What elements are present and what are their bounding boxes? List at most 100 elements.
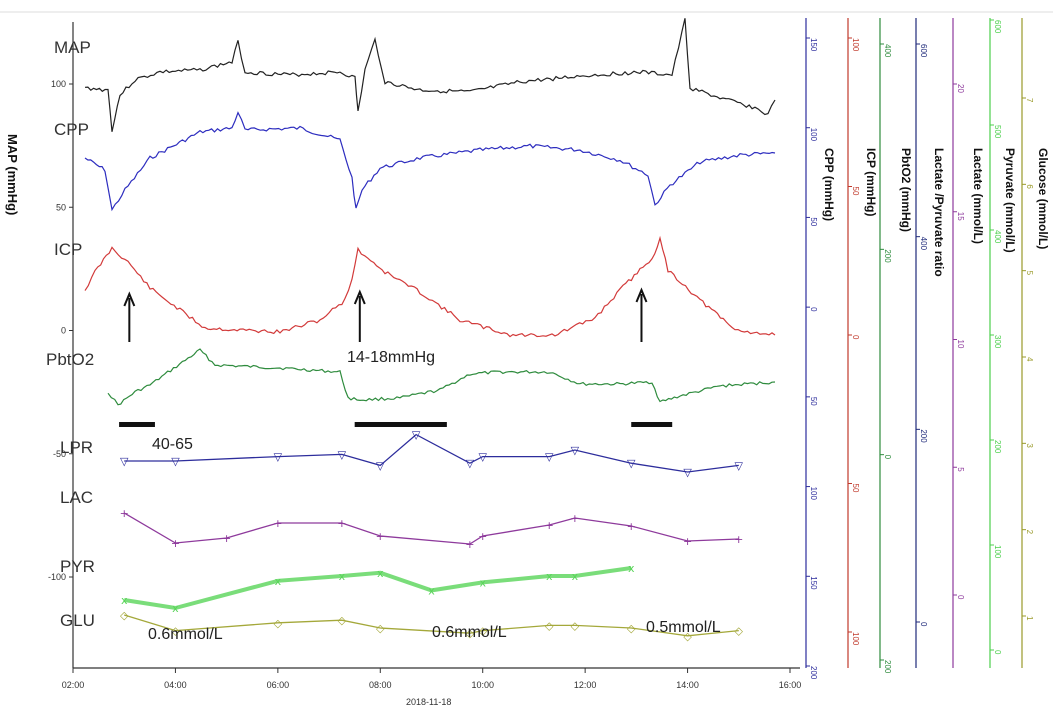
right-tick-label: 600 [993,20,1002,34]
annotation-pbto2-range: 14-18mmHg [347,349,436,366]
right-tick-label: 100 [809,128,818,142]
series-marker-lpr: ▽ [171,455,180,468]
event-arrowhead [353,289,366,305]
right-tick-label: 15 [956,212,965,221]
series-marker-lac: + [683,535,692,548]
series-marker-lac: + [120,507,129,520]
series-marker-pyr: x [572,570,579,583]
left-tick-label: -100 [48,572,66,582]
series-marker-lpr: ▽ [683,466,692,479]
series-marker-lpr: ▽ [735,459,744,472]
trace-label-icp: ICP [54,240,83,259]
right-tick-label: 100 [809,487,818,501]
right-tick-label: 200 [809,666,818,680]
right-tick-label: 50 [851,187,860,196]
trace-label-pbto2: PbtO2 [46,350,95,369]
series-marker-glu: ◇ [571,619,580,632]
x-tick-label: 16:00 [779,680,802,690]
series-label-pyr: PYR [60,557,95,576]
series-marker-pyr: x [479,576,486,589]
event-arrowhead [123,291,136,307]
series-marker-lac: + [465,538,474,551]
series-marker-pyr: x [628,562,635,575]
trace-pbto2 [107,348,776,406]
right-tick-label: 0 [809,307,818,312]
series-marker-pyr: x [121,594,128,607]
x-tick-label: 14:00 [676,680,699,690]
right-tick-label: 500 [993,125,1002,139]
trace-label-cpp: CPP [54,120,89,139]
series-label-glu: GLU [60,611,95,630]
series-marker-lac: + [627,520,636,533]
right-tick-label: 5 [1025,271,1034,276]
series-line-pyr [123,566,632,611]
trace-icp [84,235,776,338]
series-marker-glu: ◇ [627,622,636,635]
event-duration-bar [119,422,155,427]
series-marker-lpr: ▽ [545,451,554,464]
series-marker-lac: + [337,517,346,530]
left-tick-label: -50 [53,449,66,459]
event-duration-bar [354,422,447,427]
series-marker-pyr: x [377,567,384,580]
series-marker-glu: ◇ [735,625,744,638]
event-arrowhead [635,287,648,303]
series-marker-lac: + [734,533,743,546]
series-marker-glu: ◇ [683,630,692,643]
right-axis-title-glucose: Glucose (mmol/L) [1036,148,1050,250]
series-marker-glu: ◇ [376,622,385,635]
right-tick-label: 50 [851,484,860,493]
trace-label-map: MAP [54,38,91,57]
right-tick-label: 400 [919,237,928,251]
series-marker-glu: ◇ [338,614,347,627]
series-marker-glu: ◇ [545,619,554,632]
series-marker-lpr: ▽ [274,451,283,464]
event-duration-bar [631,422,673,427]
right-tick-label: 1 [1025,616,1034,621]
right-tick-label: 200 [919,429,928,443]
series-line-lpr [124,433,739,473]
x-tick-label: 04:00 [164,680,187,690]
right-tick-label: 0 [993,650,1002,655]
x-tick-label: 08:00 [369,680,392,690]
series-marker-glu: ◇ [466,627,475,640]
left-tick-label: 50 [56,202,66,212]
x-axis-title: 2018-11-18 [406,697,452,707]
series-marker-lpr: ▽ [412,429,421,442]
series-marker-lpr: ▽ [571,444,580,457]
x-tick-label: 12:00 [574,680,597,690]
series-marker-lac: + [478,530,487,543]
right-axis-title-lpr: Lactate /Pyruvate ratio [932,148,946,277]
series-marker-lpr: ▽ [466,457,475,470]
right-tick-label: 400 [883,44,892,58]
series-marker-glu: ◇ [274,617,283,630]
right-tick-label: 20 [956,84,965,93]
right-tick-label: 100 [851,38,860,52]
left-tick-label: 0 [61,326,66,336]
right-tick-label: 2 [1025,530,1034,535]
right-tick-label: 50 [809,397,818,406]
series-marker-glu: ◇ [478,625,487,638]
right-tick-label: 150 [809,38,818,52]
trace-map [84,18,776,132]
series-marker-lpr: ▽ [478,451,487,464]
right-tick-label: 100 [993,545,1002,559]
series-marker-lac: + [545,519,554,532]
series-line-lac [123,512,739,545]
right-tick-label: 200 [883,249,892,263]
series-marker-lac: + [570,512,579,525]
x-tick-label: 10:00 [471,680,494,690]
right-axis-title-pyruvate: Pyruvate (mmol/L) [1003,148,1017,253]
right-axis-title-cpp: CPP (mmHg) [822,148,836,222]
right-tick-label: 0 [919,622,928,627]
right-tick-label: 50 [809,217,818,226]
series-marker-lac: + [376,530,385,543]
right-tick-label: 7 [1025,98,1034,103]
series-marker-pyr: x [428,584,435,597]
right-tick-label: 200 [993,440,1002,454]
right-tick-label: 6 [1025,184,1034,189]
right-axis-title-lactate: Lactate (mmol/L) [971,148,985,245]
annotation-glu-2: 0.6mmol/L [432,624,507,641]
right-axis-title-pbto2: PbtO2 (mmHg) [899,148,913,232]
series-marker-lpr: ▽ [376,459,385,472]
